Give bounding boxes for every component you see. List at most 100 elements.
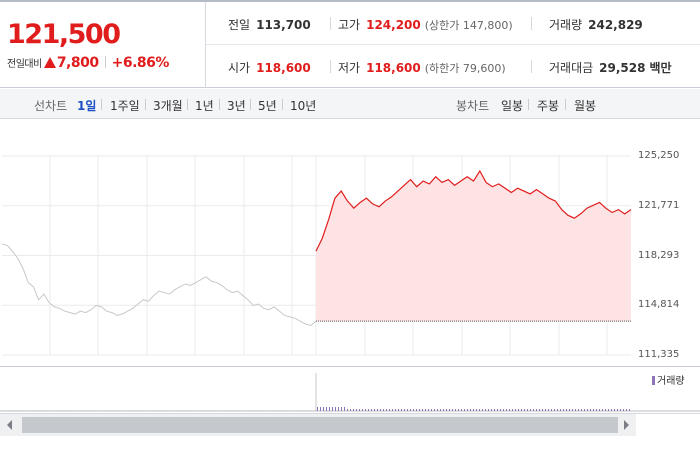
volume-bar bbox=[314, 410, 315, 411]
up-triangle-icon bbox=[43, 57, 56, 68]
volume-bar bbox=[359, 409, 360, 411]
volume-bar bbox=[11, 410, 12, 411]
tab-10-years[interactable]: 10년 bbox=[290, 99, 317, 113]
volume-bar bbox=[20, 410, 21, 411]
volume-bar bbox=[620, 409, 621, 411]
tab-daily-candle[interactable]: 일봉 bbox=[501, 99, 524, 113]
tab-3-years[interactable]: 3년 bbox=[227, 99, 246, 113]
stat-unit: 백만 bbox=[649, 61, 672, 75]
volume-bar bbox=[38, 410, 39, 411]
scroll-right-arrow-icon[interactable] bbox=[624, 420, 629, 430]
volume-bar bbox=[503, 409, 504, 411]
tab-1-year[interactable]: 1년 bbox=[195, 99, 214, 113]
volume-bar bbox=[584, 409, 585, 411]
volume-bar bbox=[242, 410, 243, 411]
volume-bar bbox=[578, 409, 579, 411]
volume-bar bbox=[257, 410, 258, 411]
tab-divider bbox=[101, 99, 102, 110]
stat-trade-value: 거래대금 29,528 백만 bbox=[549, 59, 672, 76]
tab-1-day[interactable]: 1일 bbox=[77, 99, 97, 113]
chart-scrollbar[interactable] bbox=[0, 414, 636, 436]
volume-bar bbox=[434, 409, 435, 411]
volume-legend-swatch bbox=[652, 376, 655, 385]
tab-3-months[interactable]: 3개월 bbox=[153, 99, 183, 113]
stat-low: 저가 118,600 (하한가 79,600) bbox=[338, 59, 506, 76]
y-tick-label: 121,771 bbox=[638, 199, 680, 211]
volume-bar bbox=[293, 410, 294, 411]
volume-bar bbox=[86, 410, 87, 411]
change-value: 7,800 bbox=[56, 55, 99, 71]
change-rate: +6.86% bbox=[111, 55, 170, 71]
volume-bar bbox=[320, 407, 321, 411]
volume-bar bbox=[575, 409, 576, 411]
volume-bar bbox=[35, 410, 36, 411]
volume-bar bbox=[233, 410, 234, 411]
volume-bar bbox=[62, 410, 63, 411]
volume-bar bbox=[356, 409, 357, 411]
volume-bar bbox=[152, 410, 153, 411]
volume-bar bbox=[32, 410, 33, 411]
scroll-left-arrow-icon[interactable] bbox=[7, 420, 12, 430]
volume-bar bbox=[557, 409, 558, 411]
volume-bar bbox=[581, 409, 582, 411]
volume-bar bbox=[248, 410, 249, 411]
volume-bar bbox=[593, 409, 594, 411]
stat-high: 고가 124,200 (상한가 147,800) bbox=[338, 16, 513, 33]
volume-bar bbox=[47, 410, 48, 411]
volume-bar bbox=[155, 410, 156, 411]
stat-value: 118,600 bbox=[366, 61, 421, 75]
divider bbox=[330, 60, 331, 73]
volume-bar bbox=[95, 410, 96, 411]
price-chart[interactable]: 125,250 121,771 118,293 114,814 111,335 bbox=[0, 120, 700, 365]
volume-bar bbox=[329, 407, 330, 411]
volume-bar bbox=[548, 409, 549, 411]
stat-value: 113,700 bbox=[256, 18, 311, 32]
tab-5-years[interactable]: 5년 bbox=[258, 99, 277, 113]
tab-divider bbox=[187, 99, 188, 110]
volume-bar bbox=[374, 409, 375, 411]
volume-bar bbox=[416, 409, 417, 411]
volume-bar bbox=[299, 410, 300, 411]
volume-bar bbox=[50, 410, 51, 411]
volume-bar bbox=[251, 410, 252, 411]
volume-bar bbox=[41, 410, 42, 411]
volume-bar bbox=[122, 410, 123, 411]
tab-monthly-candle[interactable]: 월봉 bbox=[574, 99, 597, 113]
volume-pane: 거래량 bbox=[0, 366, 700, 414]
volume-bar bbox=[518, 409, 519, 411]
tab-1-week[interactable]: 1주일 bbox=[110, 99, 140, 113]
volume-bar bbox=[203, 410, 204, 411]
volume-bar bbox=[395, 409, 396, 411]
volume-bar bbox=[26, 410, 27, 411]
volume-bar bbox=[611, 409, 612, 411]
volume-bar bbox=[215, 410, 216, 411]
volume-bar bbox=[608, 409, 609, 411]
volume-bar bbox=[164, 410, 165, 411]
current-price: 121,500 bbox=[7, 19, 121, 50]
volume-bar bbox=[536, 409, 537, 411]
volume-bar bbox=[143, 410, 144, 411]
volume-bar bbox=[272, 410, 273, 411]
volume-bar bbox=[311, 410, 312, 411]
volume-bar bbox=[524, 409, 525, 411]
volume-bar bbox=[14, 410, 15, 411]
volume-bar bbox=[107, 410, 108, 411]
volume-bar bbox=[539, 409, 540, 411]
volume-bar bbox=[137, 410, 138, 411]
quote-header: 121,500 전일대비 7,800 +6.86% 전일 113,700 고가 124,… bbox=[0, 0, 700, 88]
scrollbar-thumb[interactable] bbox=[22, 417, 618, 433]
volume-bar bbox=[449, 409, 450, 411]
volume-bar bbox=[263, 410, 264, 411]
y-tick-label: 111,335 bbox=[638, 349, 680, 360]
volume-bar bbox=[500, 409, 501, 411]
y-tick-label: 125,250 bbox=[638, 150, 680, 161]
volume-bar bbox=[317, 407, 318, 411]
volume-bar bbox=[53, 410, 54, 411]
volume-bar bbox=[197, 410, 198, 411]
volume-bar bbox=[131, 410, 132, 411]
volume-bar bbox=[230, 410, 231, 411]
volume-bar bbox=[296, 410, 297, 411]
volume-bar bbox=[290, 410, 291, 411]
volume-bar bbox=[170, 410, 171, 411]
tab-weekly-candle[interactable]: 주봉 bbox=[537, 99, 560, 113]
